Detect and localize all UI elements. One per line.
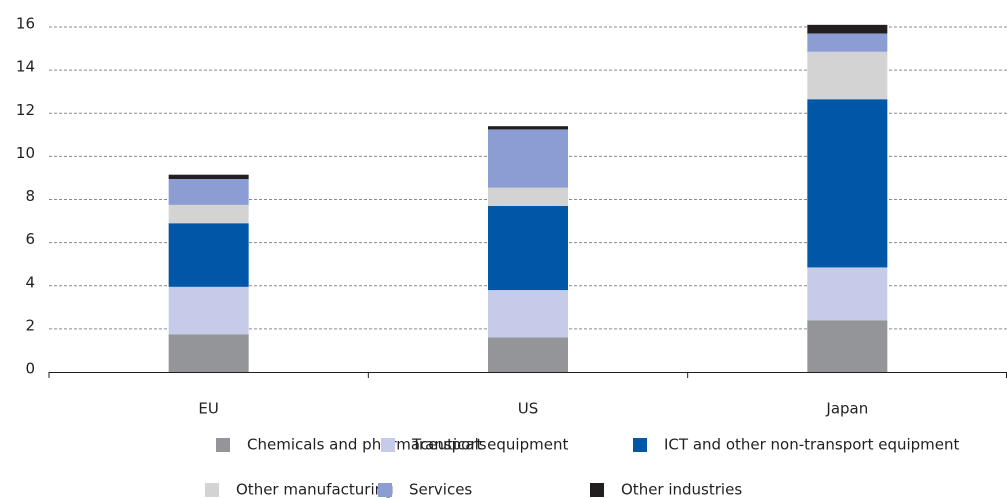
legend-swatch (590, 483, 604, 497)
y-tick-label: 8 (25, 187, 35, 205)
bar-segment (488, 126, 568, 130)
legend-swatch (378, 483, 392, 497)
bar-segment (488, 290, 568, 338)
bar-segment (168, 334, 249, 372)
legend-swatch (216, 438, 230, 452)
y-tick-label: 2 (25, 316, 35, 334)
bar-segment (488, 187, 568, 206)
legend-label: Other industries (621, 481, 742, 498)
bar-segment (488, 205, 568, 291)
bar-segment (807, 33, 888, 52)
legend-label: Chemicals and pharmaceuticals (247, 436, 487, 454)
legend-swatch (381, 438, 395, 452)
y-tick-label: 0 (25, 360, 35, 378)
y-tick-label: 4 (25, 273, 35, 291)
bar-segment (488, 337, 568, 372)
legend-label: Transport equipment (411, 436, 568, 454)
bar-segment (168, 204, 249, 224)
bar-segment (807, 24, 888, 34)
x-tick-label: Japan (825, 400, 868, 418)
bar-segment (807, 99, 888, 268)
legend-label: Other manufacturing (236, 481, 394, 498)
bar-segment (488, 129, 568, 188)
bar-segment (807, 267, 888, 321)
legend-label: Services (409, 481, 472, 498)
bar-segment (807, 320, 888, 372)
y-tick-label: 14 (16, 58, 35, 76)
legend-label: ICT and other non-transport equipment (664, 436, 960, 454)
legend-swatch (205, 483, 219, 497)
x-tick-label: US (518, 400, 539, 418)
legend-swatch (633, 438, 647, 452)
x-tick-label: EU (198, 400, 218, 418)
y-tick-label: 12 (16, 101, 35, 119)
bar-segment (168, 174, 249, 180)
y-tick-label: 6 (25, 230, 35, 248)
bar-segment (168, 223, 249, 287)
bar-segment (168, 179, 249, 205)
y-tick-label: 16 (16, 15, 35, 33)
bar-segment (168, 286, 249, 335)
y-tick-label: 10 (16, 144, 35, 162)
bar-segment (807, 51, 888, 100)
